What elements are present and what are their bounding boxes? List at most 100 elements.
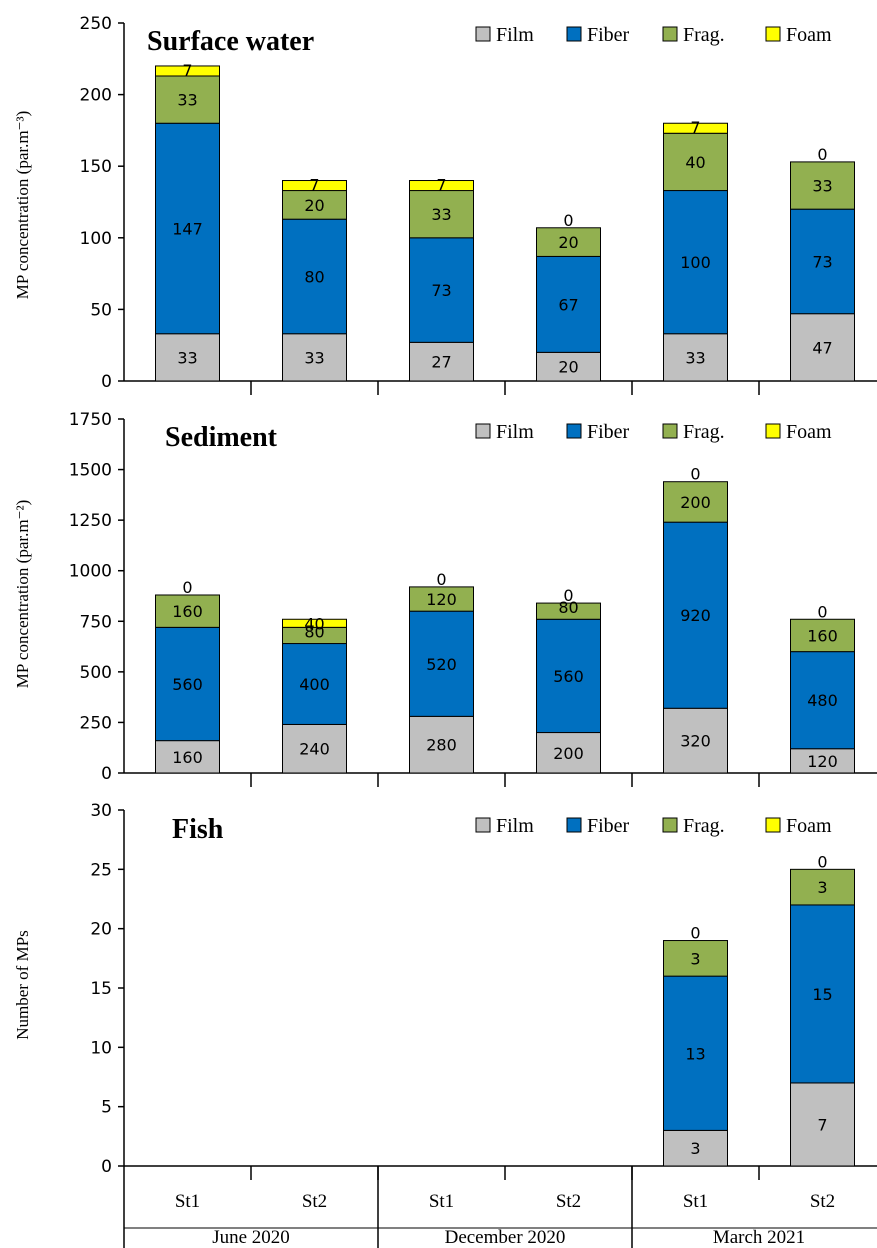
bar-data-label: 20 xyxy=(558,358,578,377)
bar-data-label: 7 xyxy=(690,118,700,137)
bar-data-label: 7 xyxy=(436,176,446,195)
bar-data-label: 0 xyxy=(436,570,446,589)
legend-label: Frag. xyxy=(683,815,725,837)
bar-segment-frag xyxy=(663,481,728,523)
x-category-label: St2 xyxy=(810,1191,835,1212)
bar-segment-film xyxy=(663,1129,728,1167)
legend-label: Film xyxy=(496,815,534,837)
bar-data-label: 33 xyxy=(304,348,324,367)
bar-data-label: 120 xyxy=(807,752,838,771)
bar-segment-film xyxy=(282,333,347,382)
legend-label: Film xyxy=(496,24,534,46)
panel-title: Fish xyxy=(172,814,224,845)
bar-data-label: 3 xyxy=(690,1139,700,1158)
legend-label: Foam xyxy=(786,421,832,443)
bar-data-label: 27 xyxy=(431,353,451,372)
legend-swatch-frag xyxy=(662,423,678,439)
y-tick-label: 25 xyxy=(90,860,112,880)
bar-data-label: 560 xyxy=(553,667,584,686)
bar-data-label: 0 xyxy=(690,924,700,943)
x-category-label: St1 xyxy=(683,1191,708,1212)
y-axis-label: MP concentration (par.m⁻²) xyxy=(13,500,32,689)
legend-swatch-foam xyxy=(765,423,781,439)
bar-segment-fiber xyxy=(282,218,347,335)
bar-data-label: 67 xyxy=(558,295,578,314)
y-tick-label: 250 xyxy=(80,14,112,34)
bar-data-label: 0 xyxy=(817,852,827,871)
y-tick-label: 200 xyxy=(80,86,112,106)
bar-data-label: 80 xyxy=(558,598,578,617)
legend-label: Fiber xyxy=(587,815,630,837)
bar-segment-frag xyxy=(536,227,601,257)
legend-swatch-frag xyxy=(662,26,678,42)
bar-data-label: 33 xyxy=(431,205,451,224)
chart-panel-1: 0 250 500 750 1000 1250 1500 1750 MP concentrati… xyxy=(13,410,877,787)
bar-segment-foam xyxy=(282,618,347,628)
bar-segment-film xyxy=(282,723,347,774)
bar-segment-film xyxy=(409,341,474,382)
y-tick-label: 750 xyxy=(80,612,112,632)
y-tick-label: 0 xyxy=(101,372,112,392)
bar-data-label: 0 xyxy=(690,465,700,484)
y-tick-label: 1250 xyxy=(69,511,112,531)
bar-segment-frag xyxy=(790,618,855,653)
bar-data-label: 7 xyxy=(182,61,192,80)
bar-data-label: 280 xyxy=(426,736,457,755)
bar-segment-frag xyxy=(409,586,474,612)
bar-segment-film xyxy=(409,715,474,774)
bar-segment-frag xyxy=(790,868,855,906)
bar-segment-fiber xyxy=(663,975,728,1131)
bar-segment-frag xyxy=(282,190,347,220)
bar-data-label: 160 xyxy=(172,602,203,621)
bar-data-label: 520 xyxy=(426,655,457,674)
legend-swatch-frag xyxy=(662,817,678,833)
y-tick-label: 100 xyxy=(80,229,112,249)
x-category-label: St2 xyxy=(302,1191,327,1212)
bar-data-label: 33 xyxy=(685,348,705,367)
bar-data-label: 47 xyxy=(812,338,832,357)
bar-segment-film xyxy=(155,333,220,382)
bar-data-label: 73 xyxy=(812,252,832,271)
bar-segment-fiber xyxy=(663,521,728,709)
bar-data-label: 0 xyxy=(817,602,827,621)
bar-segment-frag xyxy=(409,190,474,239)
panel-title: Surface water xyxy=(147,26,314,57)
y-tick-label: 150 xyxy=(80,157,112,177)
bar-data-label: 3 xyxy=(690,949,700,968)
y-tick-label: 500 xyxy=(80,663,112,683)
bar-segment-film xyxy=(663,333,728,382)
bar-segment-frag xyxy=(536,602,601,620)
legend-label: Foam xyxy=(786,815,832,837)
y-axis-label: MP concentration (par.m⁻³) xyxy=(13,111,32,300)
y-tick-label: 50 xyxy=(90,300,112,320)
legend-swatch-film xyxy=(475,423,491,439)
bar-data-label: 33 xyxy=(177,348,197,367)
bar-data-label: 160 xyxy=(172,748,203,767)
x-category-label: St1 xyxy=(175,1191,200,1212)
panel-title: Sediment xyxy=(165,422,278,453)
y-tick-label: 10 xyxy=(90,1038,112,1058)
x-group-label: December 2020 xyxy=(445,1227,566,1248)
x-category-label: St1 xyxy=(429,1191,454,1212)
y-tick-label: 5 xyxy=(101,1098,112,1118)
bar-data-label: 0 xyxy=(182,578,192,597)
bar-data-label: 160 xyxy=(807,626,838,645)
legend-swatch-fiber xyxy=(566,817,582,833)
bar-data-label: 20 xyxy=(558,233,578,252)
bar-data-label: 0 xyxy=(563,586,573,605)
bar-data-label: 13 xyxy=(685,1044,705,1063)
legend-swatch-foam xyxy=(765,817,781,833)
y-tick-label: 0 xyxy=(101,764,112,784)
legend-swatch-foam xyxy=(765,26,781,42)
bar-data-label: 0 xyxy=(817,145,827,164)
y-tick-label: 250 xyxy=(80,713,112,733)
bar-segment-foam xyxy=(155,65,220,77)
legend-swatch-fiber xyxy=(566,26,582,42)
bar-segment-fiber xyxy=(536,618,601,734)
x-group-label: June 2020 xyxy=(212,1227,290,1248)
bar-data-label: 480 xyxy=(807,691,838,710)
y-tick-label: 0 xyxy=(101,1157,112,1177)
